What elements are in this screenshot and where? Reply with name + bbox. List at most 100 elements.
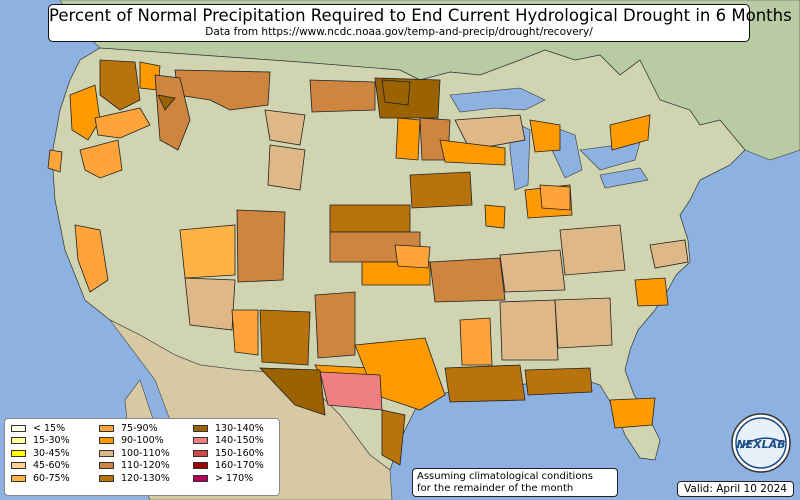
drought-region bbox=[381, 409, 406, 466]
drought-region bbox=[439, 139, 506, 166]
drought-region bbox=[524, 367, 593, 396]
legend-item: 160-170% bbox=[193, 460, 264, 473]
drought-region bbox=[236, 209, 286, 283]
legend-item: < 15% bbox=[11, 422, 70, 435]
drought-region bbox=[184, 277, 236, 331]
legend-label: 45-60% bbox=[33, 460, 70, 472]
drought-region bbox=[634, 277, 669, 307]
legend-label: 160-170% bbox=[215, 460, 264, 472]
drought-region bbox=[94, 107, 151, 139]
drought-region bbox=[74, 224, 109, 293]
legend-swatch bbox=[99, 474, 114, 482]
legend-swatch bbox=[11, 474, 26, 482]
logo-text: NEXLAB bbox=[736, 438, 785, 451]
legend-label: 15-30% bbox=[33, 435, 70, 447]
legend-swatch bbox=[99, 424, 114, 432]
drought-region bbox=[157, 94, 176, 111]
legend-swatch bbox=[11, 449, 26, 457]
legend: < 15% 15-30% 30-45% 45-60% 60-75% 75-90% 90-1… bbox=[4, 418, 280, 496]
note-line-1: Assuming climatological conditions bbox=[417, 471, 593, 482]
drought-region bbox=[99, 59, 141, 111]
legend-label: 150-160% bbox=[215, 447, 264, 459]
drought-region bbox=[314, 291, 356, 359]
drought-region bbox=[409, 171, 473, 209]
drought-region bbox=[499, 249, 566, 293]
drought-region bbox=[484, 204, 506, 229]
drought-region bbox=[309, 79, 376, 113]
drought-region bbox=[559, 224, 626, 276]
drought-region bbox=[154, 74, 191, 151]
legend-column-3: 130-140% 140-150% 150-160% 160-170% > 170% bbox=[193, 422, 264, 485]
drought-region bbox=[329, 204, 411, 233]
drought-region bbox=[264, 109, 306, 146]
map-subtitle: Data from https://www.ncdc.noaa.gov/temp… bbox=[205, 26, 593, 38]
legend-swatch bbox=[11, 424, 26, 432]
legend-swatch bbox=[193, 437, 208, 445]
legend-swatch bbox=[11, 437, 26, 445]
legend-item: 75-90% bbox=[99, 422, 170, 435]
drought-region bbox=[609, 397, 656, 429]
nexlab-logo: NEXLAB bbox=[731, 413, 791, 473]
drought-region bbox=[454, 114, 526, 151]
legend-swatch bbox=[193, 449, 208, 457]
legend-label: 140-150% bbox=[215, 435, 264, 447]
drought-regions bbox=[47, 59, 689, 466]
legend-swatch bbox=[99, 437, 114, 445]
legend-item: 15-30% bbox=[11, 435, 70, 448]
legend-label: 120-130% bbox=[121, 472, 170, 484]
drought-region bbox=[69, 84, 101, 141]
legend-swatch bbox=[11, 462, 26, 470]
legend-item: 90-100% bbox=[99, 435, 170, 448]
legend-item: 130-140% bbox=[193, 422, 264, 435]
drought-region bbox=[649, 239, 689, 269]
legend-swatch bbox=[193, 424, 208, 432]
drought-region bbox=[529, 119, 561, 153]
drought-region bbox=[47, 149, 63, 173]
drought-region bbox=[609, 114, 651, 151]
legend-label: 75-90% bbox=[121, 422, 158, 434]
drought-region bbox=[259, 309, 311, 366]
drought-region bbox=[179, 224, 236, 279]
legend-item: > 170% bbox=[193, 472, 264, 485]
legend-item: 30-45% bbox=[11, 447, 70, 460]
drought-region bbox=[444, 364, 526, 403]
legend-item: 150-160% bbox=[193, 447, 264, 460]
legend-swatch bbox=[193, 462, 208, 470]
legend-item: 140-150% bbox=[193, 435, 264, 448]
drought-region bbox=[259, 367, 326, 416]
legend-item: 110-120% bbox=[99, 460, 170, 473]
assumption-note: Assuming climatological conditions for t… bbox=[412, 468, 618, 497]
title-box: Percent of Normal Precipitation Required… bbox=[48, 4, 792, 42]
drought-region bbox=[381, 79, 411, 106]
drought-region bbox=[267, 144, 306, 191]
map-title: Percent of Normal Precipitation Required… bbox=[49, 6, 792, 25]
legend-swatch bbox=[99, 449, 114, 457]
legend-label: < 15% bbox=[33, 422, 66, 434]
legend-column-1: < 15% 15-30% 30-45% 45-60% 60-75% bbox=[11, 422, 70, 485]
legend-item: 60-75% bbox=[11, 472, 70, 485]
drought-region bbox=[319, 371, 383, 411]
legend-item: 120-130% bbox=[99, 472, 170, 485]
drought-region bbox=[554, 297, 613, 349]
legend-label: 130-140% bbox=[215, 422, 264, 434]
legend-swatch bbox=[193, 474, 208, 482]
drought-region bbox=[231, 309, 259, 356]
drought-region bbox=[499, 299, 559, 361]
drought-region bbox=[394, 244, 431, 269]
drought-region bbox=[429, 257, 506, 303]
legend-item: 100-110% bbox=[99, 447, 170, 460]
legend-label: 60-75% bbox=[33, 472, 70, 484]
drought-region bbox=[79, 139, 123, 179]
legend-label: 100-110% bbox=[121, 447, 170, 459]
drought-region bbox=[395, 117, 421, 161]
note-line-2: for the remainder of the month bbox=[417, 483, 574, 494]
legend-swatch bbox=[99, 462, 114, 470]
drought-region bbox=[539, 184, 571, 211]
legend-label: 30-45% bbox=[33, 447, 70, 459]
legend-label: 110-120% bbox=[121, 460, 170, 472]
legend-label: > 170% bbox=[215, 472, 254, 484]
legend-column-2: 75-90% 90-100% 100-110% 110-120% 120-130% bbox=[99, 422, 170, 485]
great-lakes bbox=[449, 87, 649, 191]
drought-region bbox=[459, 317, 493, 366]
